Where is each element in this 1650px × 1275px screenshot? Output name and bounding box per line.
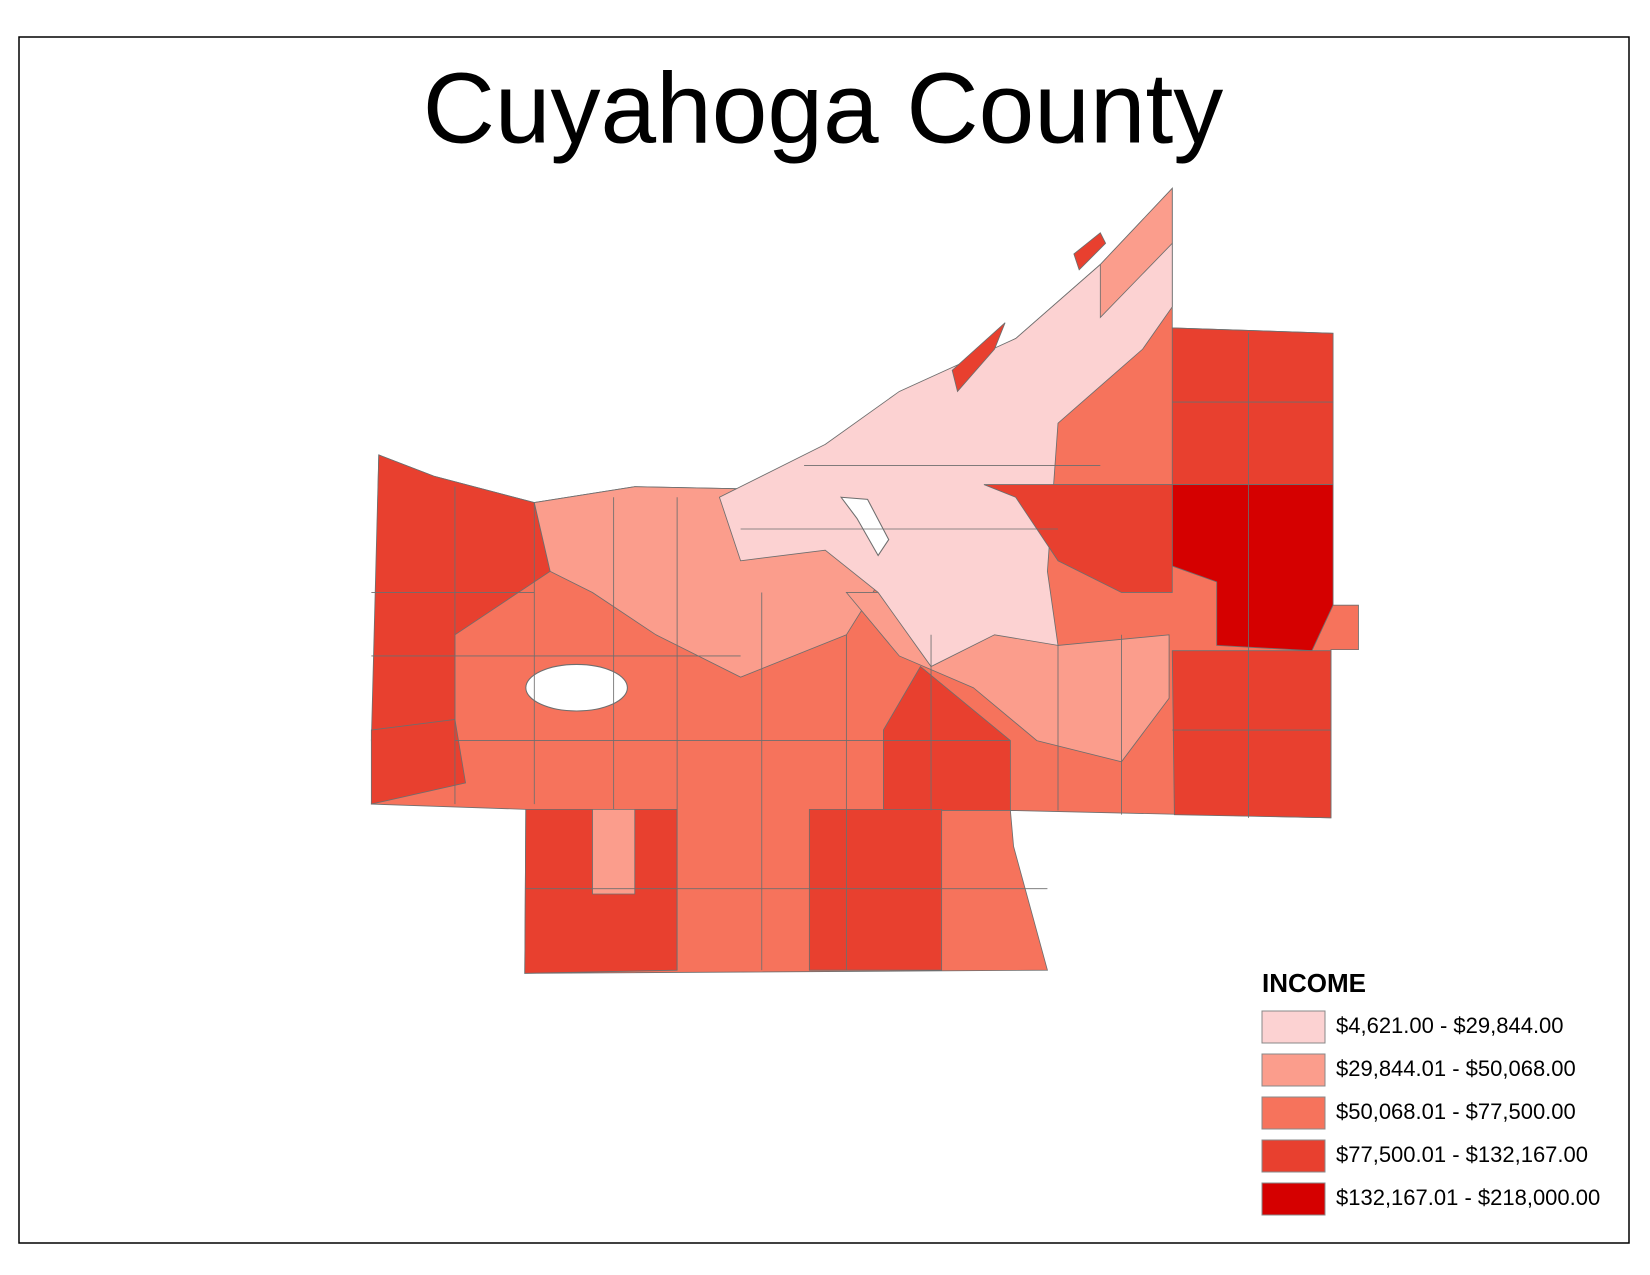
tract-group [808, 808, 943, 971]
legend-swatch [1261, 1053, 1326, 1087]
legend-swatch [1261, 1139, 1326, 1173]
lake [525, 663, 628, 712]
tract-group [951, 322, 1006, 393]
tract-group [1171, 650, 1332, 819]
tract-group [1171, 484, 1334, 652]
tract-group [718, 242, 1173, 668]
lake [839, 496, 890, 557]
tract-group [370, 718, 467, 805]
legend-title: INCOME [1262, 968, 1366, 998]
tract-group [883, 665, 1011, 811]
tract-group [1073, 232, 1107, 271]
legend-swatch [1261, 1010, 1326, 1044]
legend-label: $50,068.01 - $77,500.00 [1336, 1099, 1576, 1124]
tract-group [983, 484, 1173, 593]
legend-swatch [1261, 1096, 1326, 1130]
tract-borders [371, 333, 1334, 971]
legend-label: $4,621.00 - $29,844.00 [1336, 1013, 1564, 1038]
map-title: Cuyahoga County [423, 52, 1224, 164]
tract-group [1171, 327, 1334, 485]
legend-label: $77,500.01 - $132,167.00 [1336, 1142, 1588, 1167]
tract-group [592, 808, 636, 895]
tract-group [1099, 187, 1173, 319]
legend: $4,621.00 - $29,844.00 $29,844.01 - $50,0… [1261, 1010, 1600, 1216]
legend-label: $132,167.01 - $218,000.00 [1336, 1185, 1600, 1210]
legend-swatch [1261, 1182, 1326, 1216]
county-map [370, 187, 1359, 974]
legend-label: $29,844.01 - $50,068.00 [1336, 1056, 1576, 1081]
